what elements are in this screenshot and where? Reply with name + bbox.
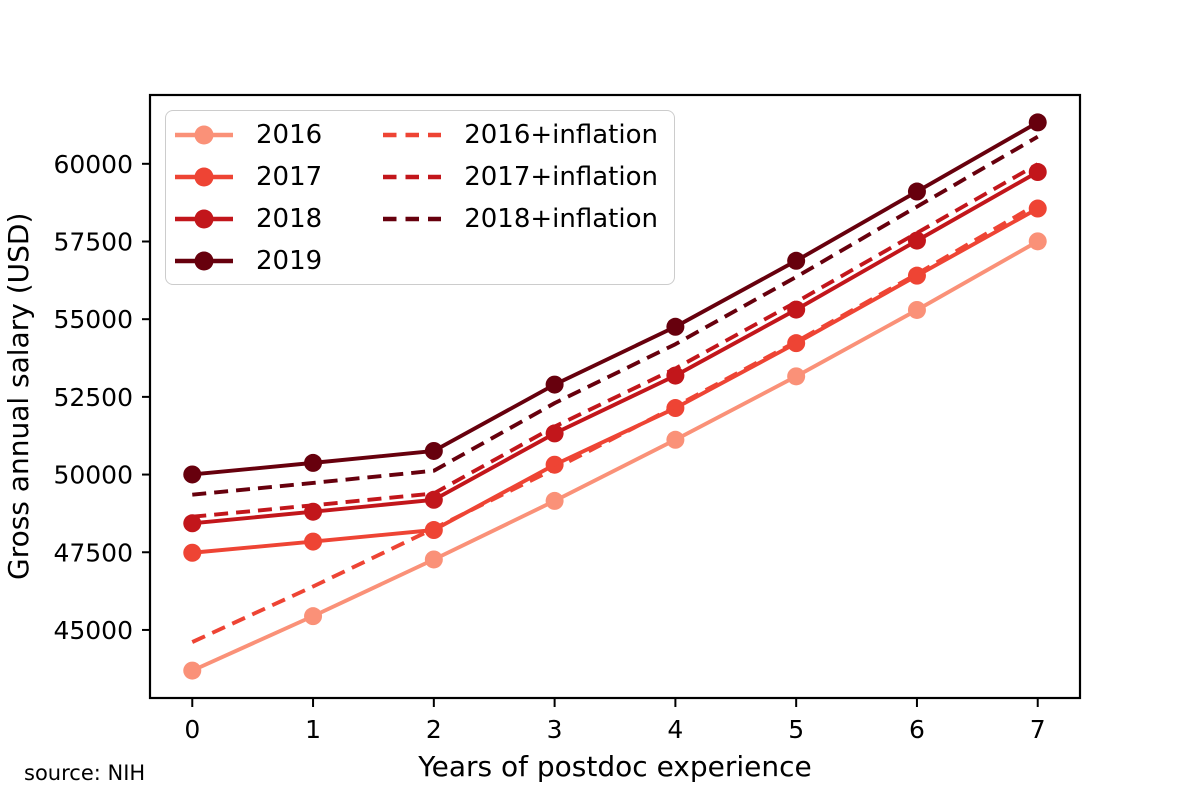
y-axis-title: Gross annual salary (USD)	[2, 212, 35, 581]
legend-label: 2016+inflation	[464, 119, 658, 150]
y-tick-label: 47500	[53, 538, 133, 567]
legend-label: 2018+inflation	[464, 203, 658, 234]
data-point-2017-year-0	[183, 543, 202, 562]
series-2019	[183, 113, 1047, 484]
data-point-2016-year-4	[666, 430, 685, 449]
series-line-2016-inflation	[191, 202, 1039, 644]
series-line-2018-inflation	[192, 135, 1039, 497]
x-axis-title: Years of postdoc experience	[418, 750, 812, 783]
y-tick-label: 57500	[53, 227, 133, 256]
legend-label: 2017	[256, 161, 323, 192]
y-axis-ticks: 45000 47500 50000 52500 55000 57500 60000	[53, 150, 150, 645]
legend-item-2016: 2016	[174, 114, 330, 156]
data-point-2019-year-0	[183, 465, 202, 484]
data-point-2018-year-2	[424, 490, 443, 509]
data-point-2019-year-5	[787, 251, 806, 270]
y-tick-label: 60000	[53, 150, 133, 179]
legend-item-2018: 2018	[174, 198, 330, 240]
x-tick-label: 3	[547, 715, 563, 744]
x-tick-label: 6	[909, 715, 925, 744]
data-point-2018-year-0	[183, 514, 202, 533]
data-point-2019-year-7	[1028, 113, 1047, 132]
x-tick-label: 0	[184, 715, 200, 744]
data-point-2019-year-4	[666, 317, 685, 336]
series-2018-inflation	[192, 135, 1039, 497]
legend-label: 2017+inflation	[464, 161, 658, 192]
x-axis-ticks: 0 1 2 3 4 5 6 7	[184, 698, 1046, 744]
legend-swatch-2016-inflation	[383, 132, 442, 137]
legend-swatch-2018-inflation	[383, 216, 442, 221]
legend-item-2017: 2017	[174, 156, 330, 198]
series-2017-inflation	[192, 162, 1039, 519]
legend-item-2019: 2019	[174, 240, 330, 282]
data-point-2019-year-1	[304, 453, 323, 472]
series-2016	[183, 232, 1047, 680]
legend-item-2016-inflation: 2016+inflation	[382, 114, 666, 156]
series-2018	[183, 163, 1047, 533]
data-point-2016-year-2	[424, 550, 443, 569]
source-note: source: NIH	[24, 761, 146, 785]
legend-swatch-2018	[175, 209, 233, 228]
data-point-2017-year-1	[304, 532, 323, 551]
data-point-2016-year-6	[907, 300, 926, 319]
data-point-2016-year-5	[787, 367, 806, 386]
y-tick-label: 52500	[53, 383, 133, 412]
series-line-2016	[190, 239, 1040, 673]
legend: 2016 2017 2018 2019 2016+inflation 2017+infla…	[165, 110, 675, 285]
x-tick-label: 4	[667, 715, 683, 744]
series-line-2018	[190, 170, 1040, 526]
data-point-2016-year-7	[1028, 232, 1047, 251]
y-tick-label: 45000	[53, 616, 133, 645]
x-tick-label: 1	[305, 715, 321, 744]
data-point-2016-year-1	[304, 607, 323, 626]
series-line-2017-inflation	[192, 162, 1039, 519]
legend-label: 2019	[256, 245, 323, 276]
x-tick-label: 2	[426, 715, 442, 744]
y-tick-label: 55000	[53, 305, 133, 334]
plot-border	[148, 93, 1082, 700]
data-point-2016-year-3	[545, 491, 564, 510]
series-line-2019	[190, 120, 1040, 477]
legend-item-2018-inflation: 2018+inflation	[382, 198, 666, 240]
data-point-2017-year-7	[1028, 199, 1047, 218]
data-point-2019-year-6	[907, 182, 926, 201]
y-tick-label: 50000	[53, 461, 133, 490]
data-point-2018-year-6	[907, 231, 926, 250]
legend-label: 2018	[256, 203, 323, 234]
data-point-2019-year-3	[545, 375, 564, 394]
legend-swatch-2017	[175, 167, 233, 186]
series-2016-inflation	[191, 202, 1039, 644]
x-tick-label: 7	[1030, 715, 1046, 744]
x-tick-label: 5	[788, 715, 804, 744]
data-point-2016-year-0	[183, 661, 202, 680]
legend-item-2017-inflation: 2017+inflation	[382, 156, 666, 198]
legend-label: 2016	[256, 119, 323, 150]
legend-swatch-2016	[175, 125, 233, 144]
legend-swatch-2019	[175, 251, 233, 270]
data-point-2019-year-2	[424, 441, 443, 460]
legend-swatch-2017-inflation	[383, 174, 442, 179]
